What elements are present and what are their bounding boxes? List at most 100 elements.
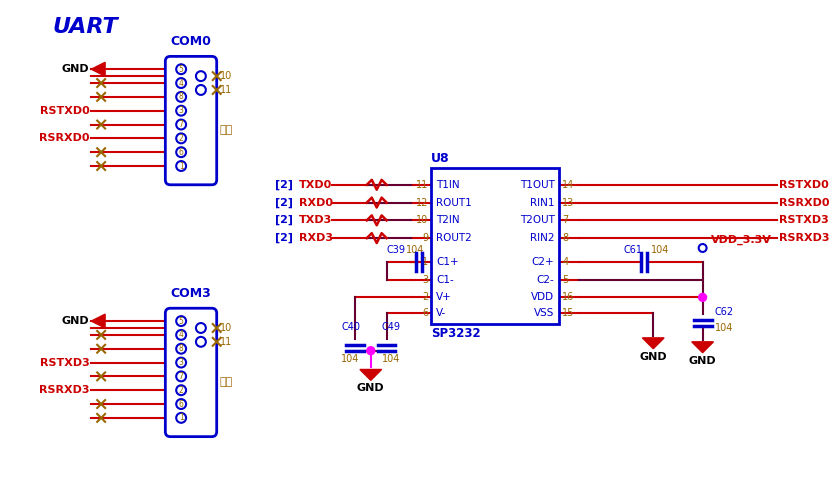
Text: 11: 11 — [220, 85, 232, 95]
FancyBboxPatch shape — [165, 308, 217, 437]
Text: 4: 4 — [179, 330, 184, 339]
Text: 104: 104 — [651, 245, 669, 255]
Text: 2: 2 — [422, 292, 428, 302]
Text: TXD3: TXD3 — [299, 215, 332, 225]
Text: RXD3: RXD3 — [299, 233, 333, 243]
Text: T1IN: T1IN — [436, 180, 459, 190]
Text: [2]: [2] — [275, 198, 293, 207]
Text: RSRXD3: RSRXD3 — [779, 233, 829, 243]
Text: 公座: 公座 — [220, 125, 233, 135]
Text: 12: 12 — [416, 198, 428, 207]
Text: RSTXD0: RSTXD0 — [779, 180, 828, 190]
Text: RSRXD3: RSRXD3 — [39, 385, 89, 395]
Text: 8: 8 — [179, 344, 183, 353]
Text: 8: 8 — [179, 92, 183, 101]
Circle shape — [699, 293, 706, 301]
Text: 11: 11 — [220, 337, 232, 347]
Text: 7: 7 — [179, 120, 184, 129]
Text: 10: 10 — [220, 323, 232, 333]
Polygon shape — [643, 338, 664, 349]
Text: 104: 104 — [381, 354, 400, 364]
Text: 4: 4 — [562, 257, 569, 267]
Text: C49: C49 — [381, 322, 401, 332]
Text: RSTXD3: RSTXD3 — [779, 215, 828, 225]
Polygon shape — [692, 342, 713, 353]
Text: 7: 7 — [179, 372, 184, 381]
Text: C62: C62 — [715, 307, 733, 317]
Text: COM0: COM0 — [171, 35, 212, 48]
Text: 16: 16 — [562, 292, 575, 302]
Text: 14: 14 — [562, 180, 575, 190]
Text: COM3: COM3 — [171, 287, 212, 300]
Text: C2+: C2+ — [532, 257, 554, 267]
Text: 9: 9 — [422, 233, 428, 243]
Text: [2]: [2] — [275, 180, 293, 190]
Text: 13: 13 — [562, 198, 575, 207]
Text: RIN2: RIN2 — [530, 233, 554, 243]
FancyBboxPatch shape — [165, 56, 217, 185]
Text: UART: UART — [53, 17, 118, 37]
Text: C39: C39 — [386, 245, 406, 255]
Text: 公座: 公座 — [220, 377, 233, 387]
Text: RIN1: RIN1 — [530, 198, 554, 207]
Text: 6: 6 — [179, 148, 184, 157]
Text: GND: GND — [639, 352, 667, 362]
Text: 6: 6 — [179, 400, 184, 409]
Text: GND: GND — [357, 383, 385, 393]
Text: RSRXD0: RSRXD0 — [779, 198, 829, 207]
Text: 104: 104 — [407, 245, 425, 255]
Text: SP3232: SP3232 — [431, 328, 480, 340]
Text: 4: 4 — [179, 79, 184, 87]
Text: T2IN: T2IN — [436, 215, 459, 225]
Text: 1: 1 — [179, 413, 183, 422]
Text: 1: 1 — [422, 257, 428, 267]
Text: 15: 15 — [562, 308, 575, 318]
Text: 10: 10 — [416, 215, 428, 225]
Polygon shape — [360, 370, 381, 380]
Text: ROUT1: ROUT1 — [436, 198, 472, 207]
Circle shape — [367, 347, 375, 355]
Text: T2OUT: T2OUT — [520, 215, 554, 225]
Text: GND: GND — [61, 64, 89, 74]
Text: V+: V+ — [436, 292, 452, 302]
Text: RSRXD0: RSRXD0 — [39, 133, 89, 143]
Text: U8: U8 — [431, 152, 449, 165]
Text: [2]: [2] — [275, 215, 293, 225]
Text: TXD0: TXD0 — [299, 180, 332, 190]
Text: RSTXD0: RSTXD0 — [39, 106, 89, 116]
Text: 5: 5 — [179, 317, 184, 326]
Text: T1OUT: T1OUT — [520, 180, 554, 190]
Text: 3: 3 — [179, 358, 184, 367]
Text: 3: 3 — [179, 106, 184, 115]
Text: VDD: VDD — [532, 292, 554, 302]
Text: VSS: VSS — [534, 308, 554, 318]
Text: [2]: [2] — [275, 233, 293, 243]
Text: VDD_3.3V: VDD_3.3V — [711, 235, 771, 245]
Text: RSTXD3: RSTXD3 — [39, 358, 89, 368]
Text: 8: 8 — [562, 233, 569, 243]
Polygon shape — [92, 62, 105, 76]
Text: 104: 104 — [341, 354, 360, 364]
Text: C2-: C2- — [537, 275, 554, 285]
Text: GND: GND — [61, 316, 89, 326]
Text: C61: C61 — [623, 245, 643, 255]
Bar — [431, 168, 559, 324]
Text: 2: 2 — [179, 134, 183, 143]
Text: C40: C40 — [341, 322, 360, 332]
Text: 7: 7 — [562, 215, 569, 225]
Text: V-: V- — [436, 308, 446, 318]
Text: ROUT2: ROUT2 — [436, 233, 472, 243]
Text: 2: 2 — [179, 386, 183, 395]
Text: GND: GND — [689, 356, 717, 366]
Text: 1: 1 — [179, 162, 183, 170]
Text: RXD0: RXD0 — [299, 198, 333, 207]
Text: 5: 5 — [179, 65, 184, 74]
Text: 5: 5 — [562, 275, 569, 285]
Text: 3: 3 — [422, 275, 428, 285]
Polygon shape — [92, 314, 105, 328]
Text: 104: 104 — [715, 323, 732, 333]
Text: 11: 11 — [416, 180, 428, 190]
Text: C1-: C1- — [436, 275, 454, 285]
Text: 10: 10 — [220, 71, 232, 81]
Text: 6: 6 — [422, 308, 428, 318]
